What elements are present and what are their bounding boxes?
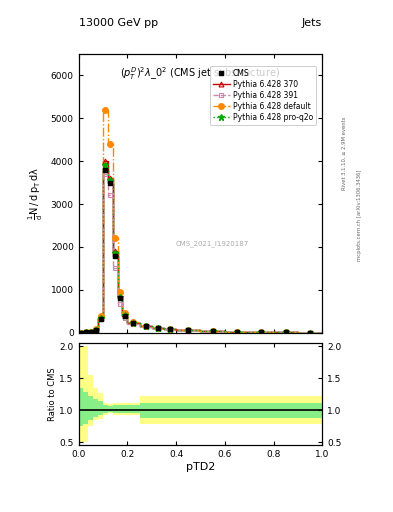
CMS: [108, 180, 113, 186]
CMS: [98, 316, 103, 322]
CMS: [79, 330, 83, 336]
Text: CMS_2021_I1920187: CMS_2021_I1920187: [176, 240, 249, 247]
CMS: [210, 328, 215, 334]
CMS: [186, 327, 191, 333]
CMS: [259, 329, 264, 335]
Y-axis label: Ratio to CMS: Ratio to CMS: [48, 368, 57, 421]
Text: Jets: Jets: [302, 18, 322, 28]
CMS: [84, 329, 88, 335]
CMS: [103, 166, 108, 173]
Y-axis label: $\frac{1}{\rm d}N\,/\,{\rm d}\,p_T\,{\rm d}\lambda$: $\frac{1}{\rm d}N\,/\,{\rm d}\,p_T\,{\rm…: [27, 167, 45, 220]
Text: mcplots.cern.ch [arXiv:1306.3436]: mcplots.cern.ch [arXiv:1306.3436]: [357, 169, 362, 261]
CMS: [123, 312, 127, 318]
CMS: [118, 295, 122, 302]
Line: CMS: CMS: [79, 167, 312, 335]
Text: Rivet 3.1.10, ≥ 2.9M events: Rivet 3.1.10, ≥ 2.9M events: [342, 117, 346, 190]
CMS: [93, 327, 98, 333]
Text: 13000 GeV pp: 13000 GeV pp: [79, 18, 158, 28]
CMS: [308, 330, 312, 336]
CMS: [143, 323, 148, 329]
CMS: [155, 325, 160, 331]
Text: $(p_T^D)^2\lambda\_0^2$ (CMS jet substructure): $(p_T^D)^2\lambda\_0^2$ (CMS jet substru…: [120, 65, 281, 82]
CMS: [88, 329, 93, 335]
CMS: [113, 252, 118, 259]
CMS: [131, 321, 136, 327]
CMS: [283, 329, 288, 335]
CMS: [235, 329, 239, 335]
CMS: [167, 326, 172, 332]
X-axis label: pTD2: pTD2: [186, 462, 215, 472]
Legend: CMS, Pythia 6.428 370, Pythia 6.428 391, Pythia 6.428 default, Pythia 6.428 pro-: CMS, Pythia 6.428 370, Pythia 6.428 391,…: [210, 66, 316, 125]
